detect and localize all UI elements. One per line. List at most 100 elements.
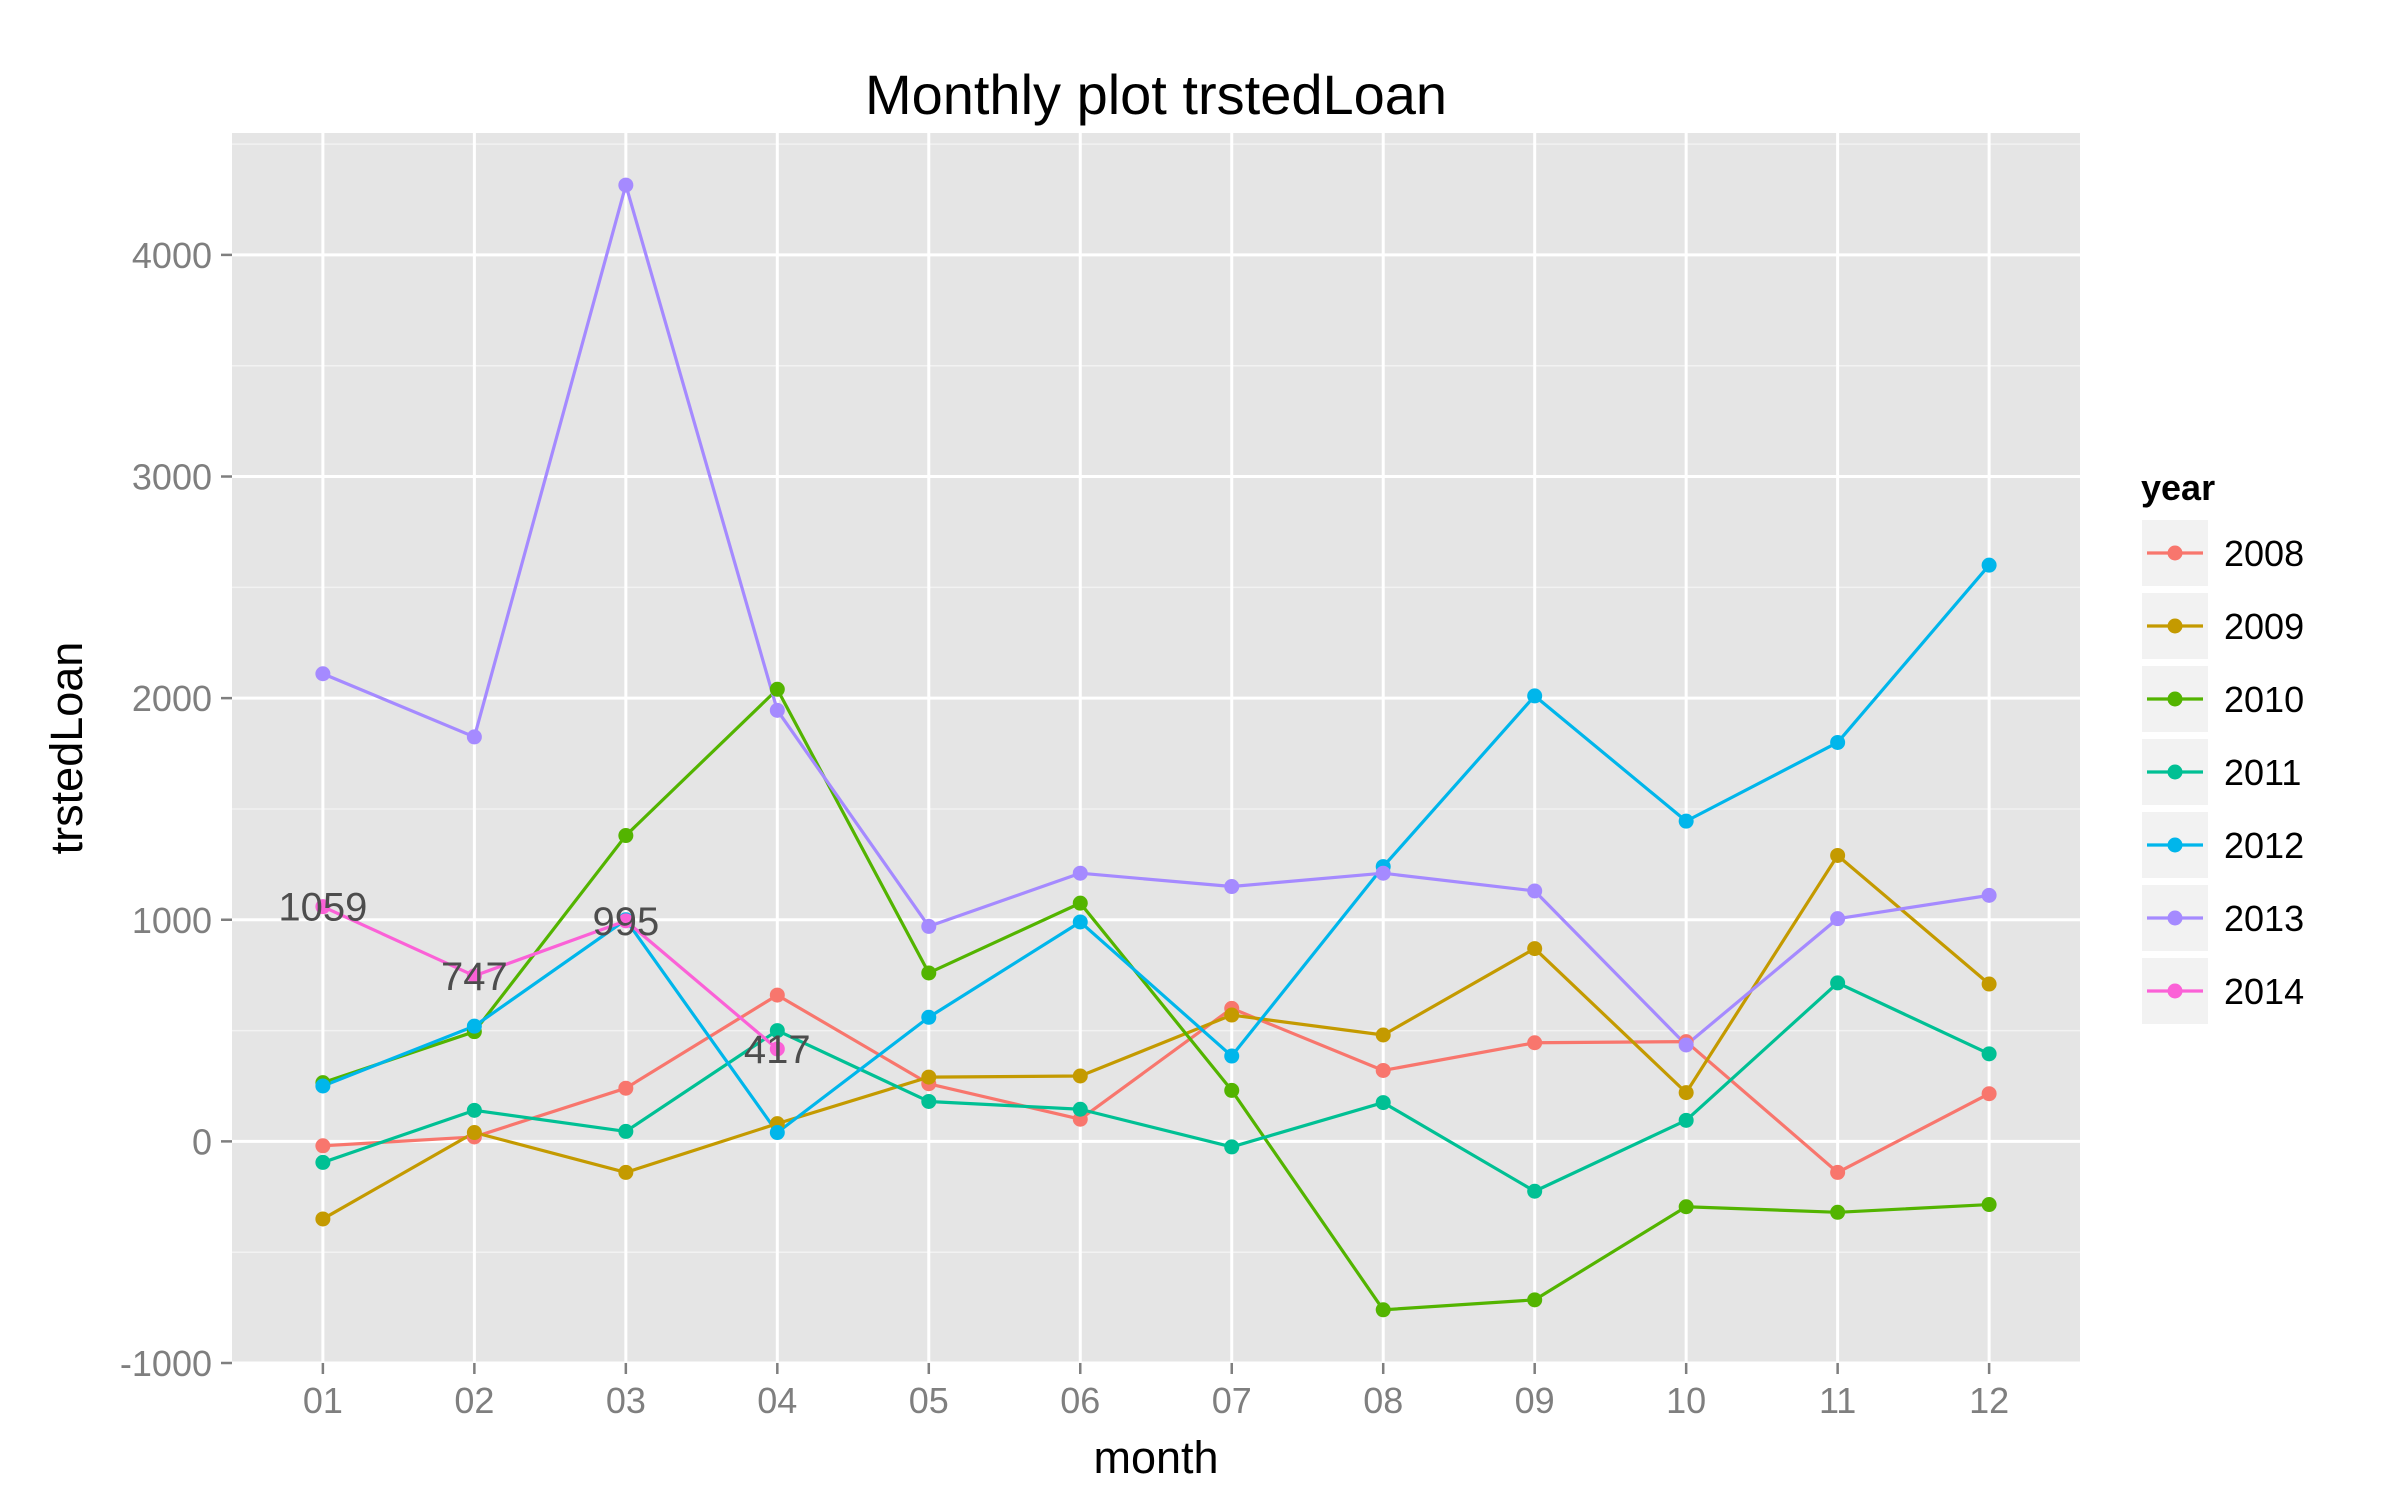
data-point-2009 xyxy=(1830,847,1846,863)
data-point-2010 xyxy=(1224,1082,1240,1098)
data-point-2009 xyxy=(1527,941,1543,957)
data-point-2008 xyxy=(1981,1086,1997,1102)
point-label: 995 xyxy=(592,900,659,944)
data-point-2013 xyxy=(1072,865,1088,881)
data-point-2010 xyxy=(921,965,937,981)
data-point-2010 xyxy=(1981,1197,1997,1213)
legend-key-point xyxy=(2167,837,2183,853)
legend-label: 2013 xyxy=(2224,898,2304,939)
point-label: 417 xyxy=(744,1028,811,1072)
x-tick-label: 08 xyxy=(1363,1380,1403,1421)
legend-key-point xyxy=(2167,764,2183,780)
legend-key-point xyxy=(2167,545,2183,561)
series-lines xyxy=(322,183,1991,1312)
data-point-2008 xyxy=(1375,1062,1391,1078)
data-point-2012 xyxy=(921,1009,937,1025)
y-tick-label: 1000 xyxy=(132,900,212,941)
data-point-2008 xyxy=(315,1138,331,1154)
y-axis-title: trstedLoan xyxy=(41,642,92,855)
data-point-2012 xyxy=(1981,557,1997,573)
data-point-2012 xyxy=(1072,914,1088,930)
data-point-2011 xyxy=(921,1093,937,1109)
legend-key-point xyxy=(2167,910,2183,926)
legend-key-point xyxy=(2167,691,2183,707)
data-point-2010 xyxy=(1678,1199,1694,1215)
data-point-2013 xyxy=(1527,883,1543,899)
legend: year 2008 2009 2010 2011 2012 2013 2014 xyxy=(2140,467,2304,1026)
x-tick-label: 06 xyxy=(1060,1380,1100,1421)
x-tick-label: 12 xyxy=(1969,1380,2009,1421)
y-tick-label: 0 xyxy=(192,1121,212,1162)
data-point-2008 xyxy=(769,987,785,1003)
data-point-2011 xyxy=(1375,1095,1391,1111)
data-point-2013 xyxy=(466,729,482,745)
data-point-2012 xyxy=(1678,813,1694,829)
point-label: 1059 xyxy=(278,886,367,930)
y-tick-label: -1000 xyxy=(120,1343,212,1384)
data-point-2012 xyxy=(769,1125,785,1141)
data-point-2008 xyxy=(1830,1164,1846,1180)
legend-key-point xyxy=(2167,618,2183,634)
x-tick-label: 01 xyxy=(303,1380,343,1421)
point-annotations: 1059 747 995 417 xyxy=(278,886,810,1072)
data-point-2009 xyxy=(1375,1027,1391,1043)
data-point-2010 xyxy=(1527,1292,1543,1308)
chart-title: Monthly plot trstedLoan xyxy=(865,63,1447,126)
series-line-2013 xyxy=(322,183,1990,1047)
data-point-2014 xyxy=(315,899,331,915)
data-point-2011 xyxy=(769,1023,785,1039)
series-line-2011 xyxy=(322,981,1990,1193)
data-point-2013 xyxy=(1830,911,1846,927)
y-axis: -1000 0 1000 2000 3000 4000 xyxy=(120,235,232,1384)
x-tick-label: 03 xyxy=(606,1380,646,1421)
data-point-2013 xyxy=(1678,1037,1694,1053)
data-point-2011 xyxy=(1830,975,1846,991)
legend-title: year xyxy=(2141,467,2215,508)
legend-label: 2009 xyxy=(2224,606,2304,647)
x-tick-label: 02 xyxy=(454,1380,494,1421)
legend-key-point xyxy=(2167,983,2183,999)
x-axis-title: month xyxy=(1093,1432,1218,1483)
y-tick-label: 3000 xyxy=(132,457,212,498)
data-point-2012 xyxy=(466,1018,482,1034)
data-point-2012 xyxy=(315,1078,331,1094)
data-point-2008 xyxy=(1527,1035,1543,1051)
data-point-2009 xyxy=(1981,976,1997,992)
data-point-2013 xyxy=(315,666,331,682)
series-line-2012 xyxy=(322,564,1991,1135)
series-line-2009 xyxy=(322,853,1991,1221)
series-line-2010 xyxy=(322,687,1990,1312)
data-point-2013 xyxy=(921,918,937,934)
data-point-2012 xyxy=(1830,734,1846,750)
data-point-2010 xyxy=(769,681,785,697)
data-point-2011 xyxy=(1527,1183,1543,1199)
data-point-2009 xyxy=(315,1211,331,1227)
data-point-2011 xyxy=(315,1154,331,1170)
data-point-2011 xyxy=(1981,1046,1997,1062)
data-point-2012 xyxy=(1527,688,1543,704)
data-point-2011 xyxy=(1224,1139,1240,1155)
data-point-2009 xyxy=(1678,1085,1694,1101)
data-point-2013 xyxy=(769,702,785,718)
x-tick-label: 07 xyxy=(1212,1380,1252,1421)
series-line-2014 xyxy=(322,905,779,1051)
x-axis: 01 02 03 04 05 06 07 08 09 10 11 12 xyxy=(303,1363,2009,1421)
data-point-2010 xyxy=(1830,1204,1846,1220)
data-point-2011 xyxy=(618,1123,634,1139)
data-point-2013 xyxy=(1981,887,1997,903)
data-point-2014 xyxy=(769,1041,785,1057)
data-point-2013 xyxy=(1375,865,1391,881)
data-point-2010 xyxy=(1375,1302,1391,1318)
x-tick-label: 10 xyxy=(1666,1380,1706,1421)
legend-label: 2012 xyxy=(2224,825,2304,866)
series-points xyxy=(315,177,1997,1318)
plot-panel xyxy=(232,133,2080,1363)
data-point-2011 xyxy=(466,1102,482,1118)
x-tick-label: 04 xyxy=(757,1380,797,1421)
data-point-2009 xyxy=(921,1069,937,1085)
data-point-2014 xyxy=(466,968,482,984)
data-point-2010 xyxy=(618,828,634,844)
x-tick-label: 09 xyxy=(1515,1380,1555,1421)
